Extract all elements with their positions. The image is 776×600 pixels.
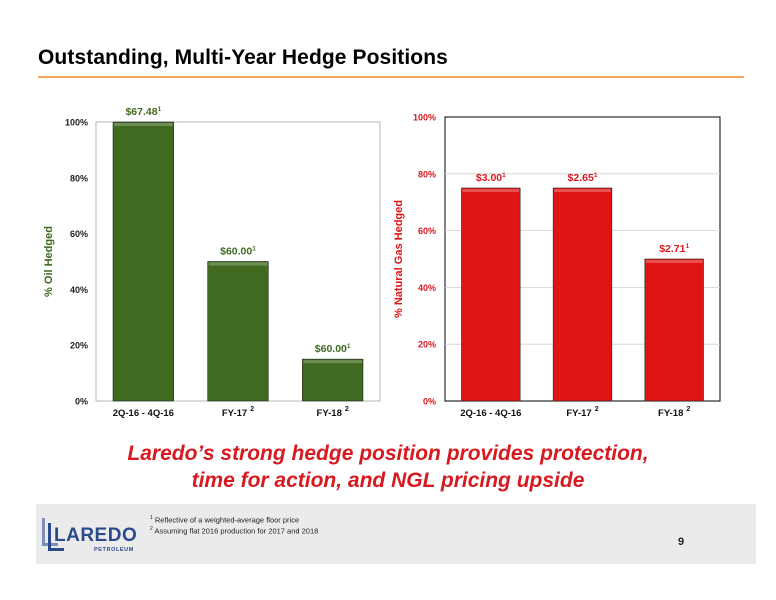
oil-y-tick-label: 40% — [70, 285, 88, 295]
oil-bar — [302, 358, 364, 402]
oil-y-axis-label: % Oil Hedged — [43, 226, 55, 297]
oil-y-tick-label: 60% — [70, 229, 88, 239]
gas-bar-highlight — [645, 260, 703, 263]
gas-y-tick-label: 0% — [423, 397, 436, 407]
gas-bar-highlight — [554, 189, 611, 192]
gas-bar — [644, 258, 704, 402]
gas-y-tick-label: 20% — [418, 340, 436, 350]
page-title: Outstanding, Multi-Year Hedge Positions — [38, 46, 448, 69]
svg-text:PETROLEUM: PETROLEUM — [94, 547, 134, 553]
oil-bar — [207, 261, 269, 402]
gas-y-tick-label: 80% — [418, 169, 436, 179]
page-number: 9 — [678, 536, 685, 548]
gas-y-axis-label: % Natural Gas Hedged — [393, 200, 405, 318]
footnote-1: 1 Reflective of a weighted-average floor… — [150, 515, 300, 525]
tagline-line-2: time for action, and NGL pricing upside — [191, 469, 585, 492]
gas-y-tick-label: 40% — [418, 283, 436, 293]
oil-x-tick-label: FY-17 2 — [222, 406, 254, 419]
oil-data-label: $67.481 — [125, 106, 161, 118]
footer-band — [36, 504, 756, 564]
oil-bar-highlight — [114, 123, 173, 126]
gas-y-tick-label: 60% — [418, 226, 436, 236]
gas-x-tick-label: FY-18 2 — [658, 406, 690, 419]
oil-data-label: $60.001 — [220, 246, 256, 258]
oil-y-tick-label: 100% — [65, 118, 88, 128]
gas-data-label: $2.711 — [659, 243, 689, 255]
tagline-line-1: Laredo’s strong hedge position provides … — [127, 442, 649, 465]
gas-x-tick-label: 2Q-16 - 4Q-16 — [460, 408, 521, 419]
oil-chart: 0% 20% 40% 60% 80% 100% % Oil Hedged $67.481 2Q-… — [43, 106, 381, 419]
oil-y-tick-label: 80% — [70, 173, 88, 183]
oil-y-tick-label: 0% — [75, 397, 88, 407]
oil-y-tick-label: 20% — [70, 341, 88, 351]
laredo-logo: LAREDO PETROLEUM — [42, 518, 137, 553]
oil-x-tick-label: FY-18 2 — [317, 406, 349, 419]
oil-bar-highlight — [303, 360, 362, 364]
oil-bar — [112, 121, 174, 402]
gas-data-label: $3.001 — [476, 172, 506, 184]
oil-bar-highlight — [208, 262, 268, 266]
gas-bar — [461, 187, 521, 402]
footnote-2: 2 Assuming flat 2016 production for 2017… — [150, 526, 319, 536]
gas-bar-highlight — [462, 189, 520, 192]
oil-data-label: $60.001 — [315, 343, 351, 355]
gas-data-label: $2.651 — [568, 172, 598, 184]
title-divider — [38, 76, 744, 78]
oil-x-tick-label: 2Q-16 - 4Q-16 — [113, 408, 174, 419]
gas-chart: 0% 20% 40% 60% 80% 100% % Natural Gas Hedged $3… — [393, 113, 721, 419]
gas-x-tick-label: FY-17 2 — [566, 406, 598, 419]
svg-text:LAREDO: LAREDO — [54, 525, 137, 546]
gas-y-tick-label: 100% — [413, 113, 436, 123]
gas-bar — [552, 187, 613, 402]
